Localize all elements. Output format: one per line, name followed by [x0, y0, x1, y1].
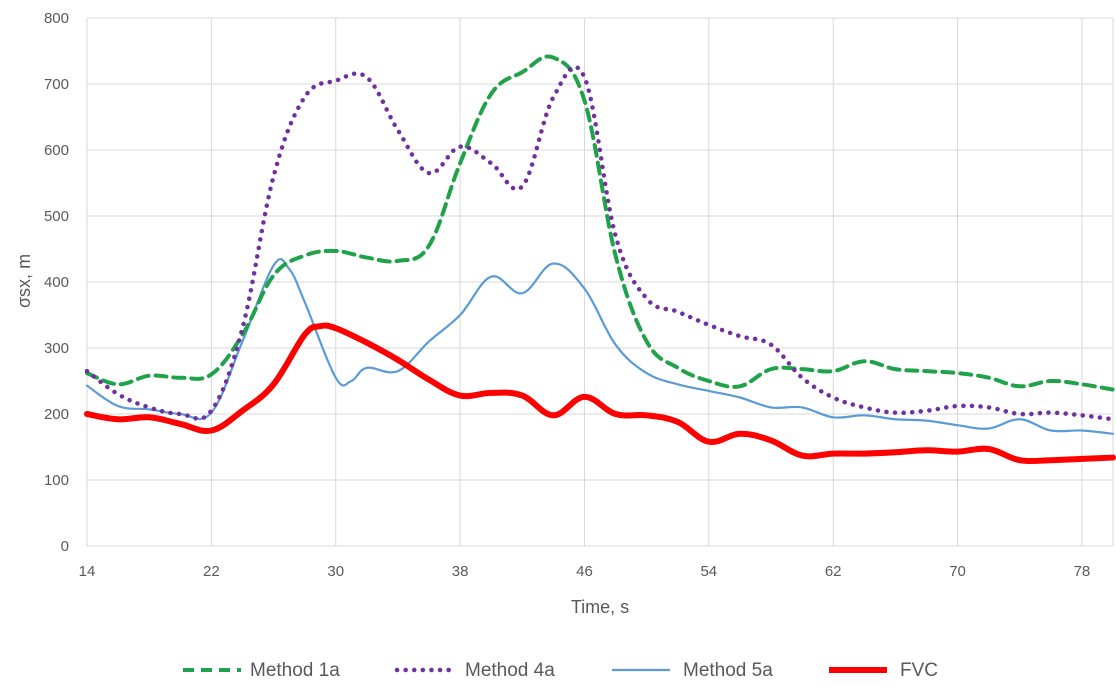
series-line-method-5a — [85, 257, 1115, 435]
x-tick-label: 38 — [452, 563, 469, 580]
y-tick-label: 400 — [44, 274, 69, 291]
x-tick-label: 14 — [79, 563, 96, 580]
y-tick-label: 600 — [44, 142, 69, 159]
legend-item-method-5a: Method 5a — [612, 660, 773, 681]
legend: Method 1a Method 4a Method 5a FVC — [183, 660, 938, 681]
x-axis-title: Time, s — [571, 597, 629, 617]
x-tick-label: 70 — [949, 563, 966, 580]
x-tick-label: 54 — [700, 563, 717, 580]
y-tick-label: 500 — [44, 208, 69, 225]
x-tick-label: 78 — [1074, 563, 1091, 580]
y-tick-label: 100 — [44, 472, 69, 489]
series-line-method-4a — [84, 64, 1116, 422]
legend-label: Method 4a — [465, 660, 555, 681]
y-tick-label: 700 — [44, 76, 69, 93]
y-tick-label: 0 — [61, 538, 69, 555]
y-axis-ticks: 0 100 200 300 400 500 600 700 800 — [44, 10, 69, 555]
series-line-fvc — [84, 322, 1116, 465]
series-line-method-1a — [85, 54, 1115, 392]
legend-label: FVC — [900, 660, 938, 681]
y-tick-label: 300 — [44, 340, 69, 357]
legend-item-method-1a: Method 1a — [183, 660, 340, 681]
legend-item-fvc: FVC — [829, 660, 938, 681]
legend-label: Method 1a — [250, 660, 340, 681]
x-tick-label: 46 — [576, 563, 593, 580]
grid — [86, 17, 1114, 547]
x-tick-label: 62 — [825, 563, 842, 580]
series-lines — [84, 54, 1116, 465]
legend-item-method-4a: Method 4a — [394, 660, 555, 681]
legend-label: Method 5a — [683, 660, 773, 681]
x-tick-label: 30 — [327, 563, 344, 580]
y-tick-label: 800 — [44, 10, 69, 27]
x-tick-label: 22 — [203, 563, 220, 580]
y-axis-title: σsx, m — [14, 254, 34, 308]
x-axis-ticks: 14 22 30 38 46 54 62 70 78 — [79, 563, 1091, 580]
y-tick-label: 200 — [44, 406, 69, 423]
